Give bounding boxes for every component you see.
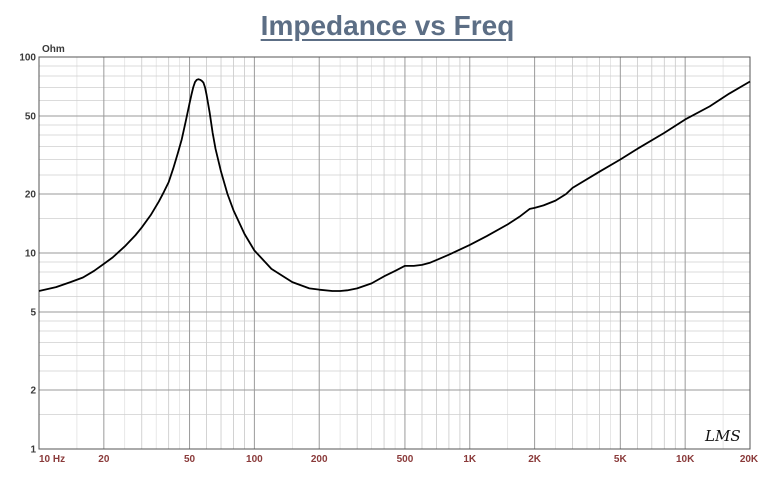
series-layer xyxy=(38,78,751,292)
y-tick-label: 100 xyxy=(19,53,36,64)
y-tick-label: 2 xyxy=(30,385,36,396)
x-tick-label: 200 xyxy=(311,454,328,465)
x-tick-label: 100 xyxy=(246,454,263,465)
y-tick-labels: 100 50 20 10 5 2 1 xyxy=(19,53,36,456)
x-tick-labels: 10 Hz 20 50 100 200 500 1K 2K 5K 10K 20K xyxy=(39,454,759,465)
x-tick-label: 2K xyxy=(528,454,542,465)
impedance-curve xyxy=(38,78,751,292)
x-tick-label: 5K xyxy=(614,454,628,465)
x-tick-label: 20 xyxy=(98,454,110,465)
x-tick-label: 500 xyxy=(397,454,414,465)
lms-logo: LMS xyxy=(704,427,741,445)
x-tick-label: 50 xyxy=(184,454,196,465)
plot-frame xyxy=(38,56,751,450)
chart-title: Impedance vs Freq xyxy=(260,10,515,41)
y-tick-label: 20 xyxy=(25,189,37,200)
y-axis-label: Ohm xyxy=(42,44,65,55)
y-tick-label: 10 xyxy=(25,249,37,260)
y-tick-label: 1 xyxy=(30,445,36,456)
x-tick-label: 10K xyxy=(676,454,695,465)
x-tick-label: 10 Hz xyxy=(39,454,65,465)
y-tick-label: 50 xyxy=(25,112,37,123)
y-tick-label: 5 xyxy=(30,308,36,319)
grid-major xyxy=(38,56,751,450)
x-tick-label: 1K xyxy=(463,454,477,465)
x-tick-label: 20K xyxy=(740,454,759,465)
